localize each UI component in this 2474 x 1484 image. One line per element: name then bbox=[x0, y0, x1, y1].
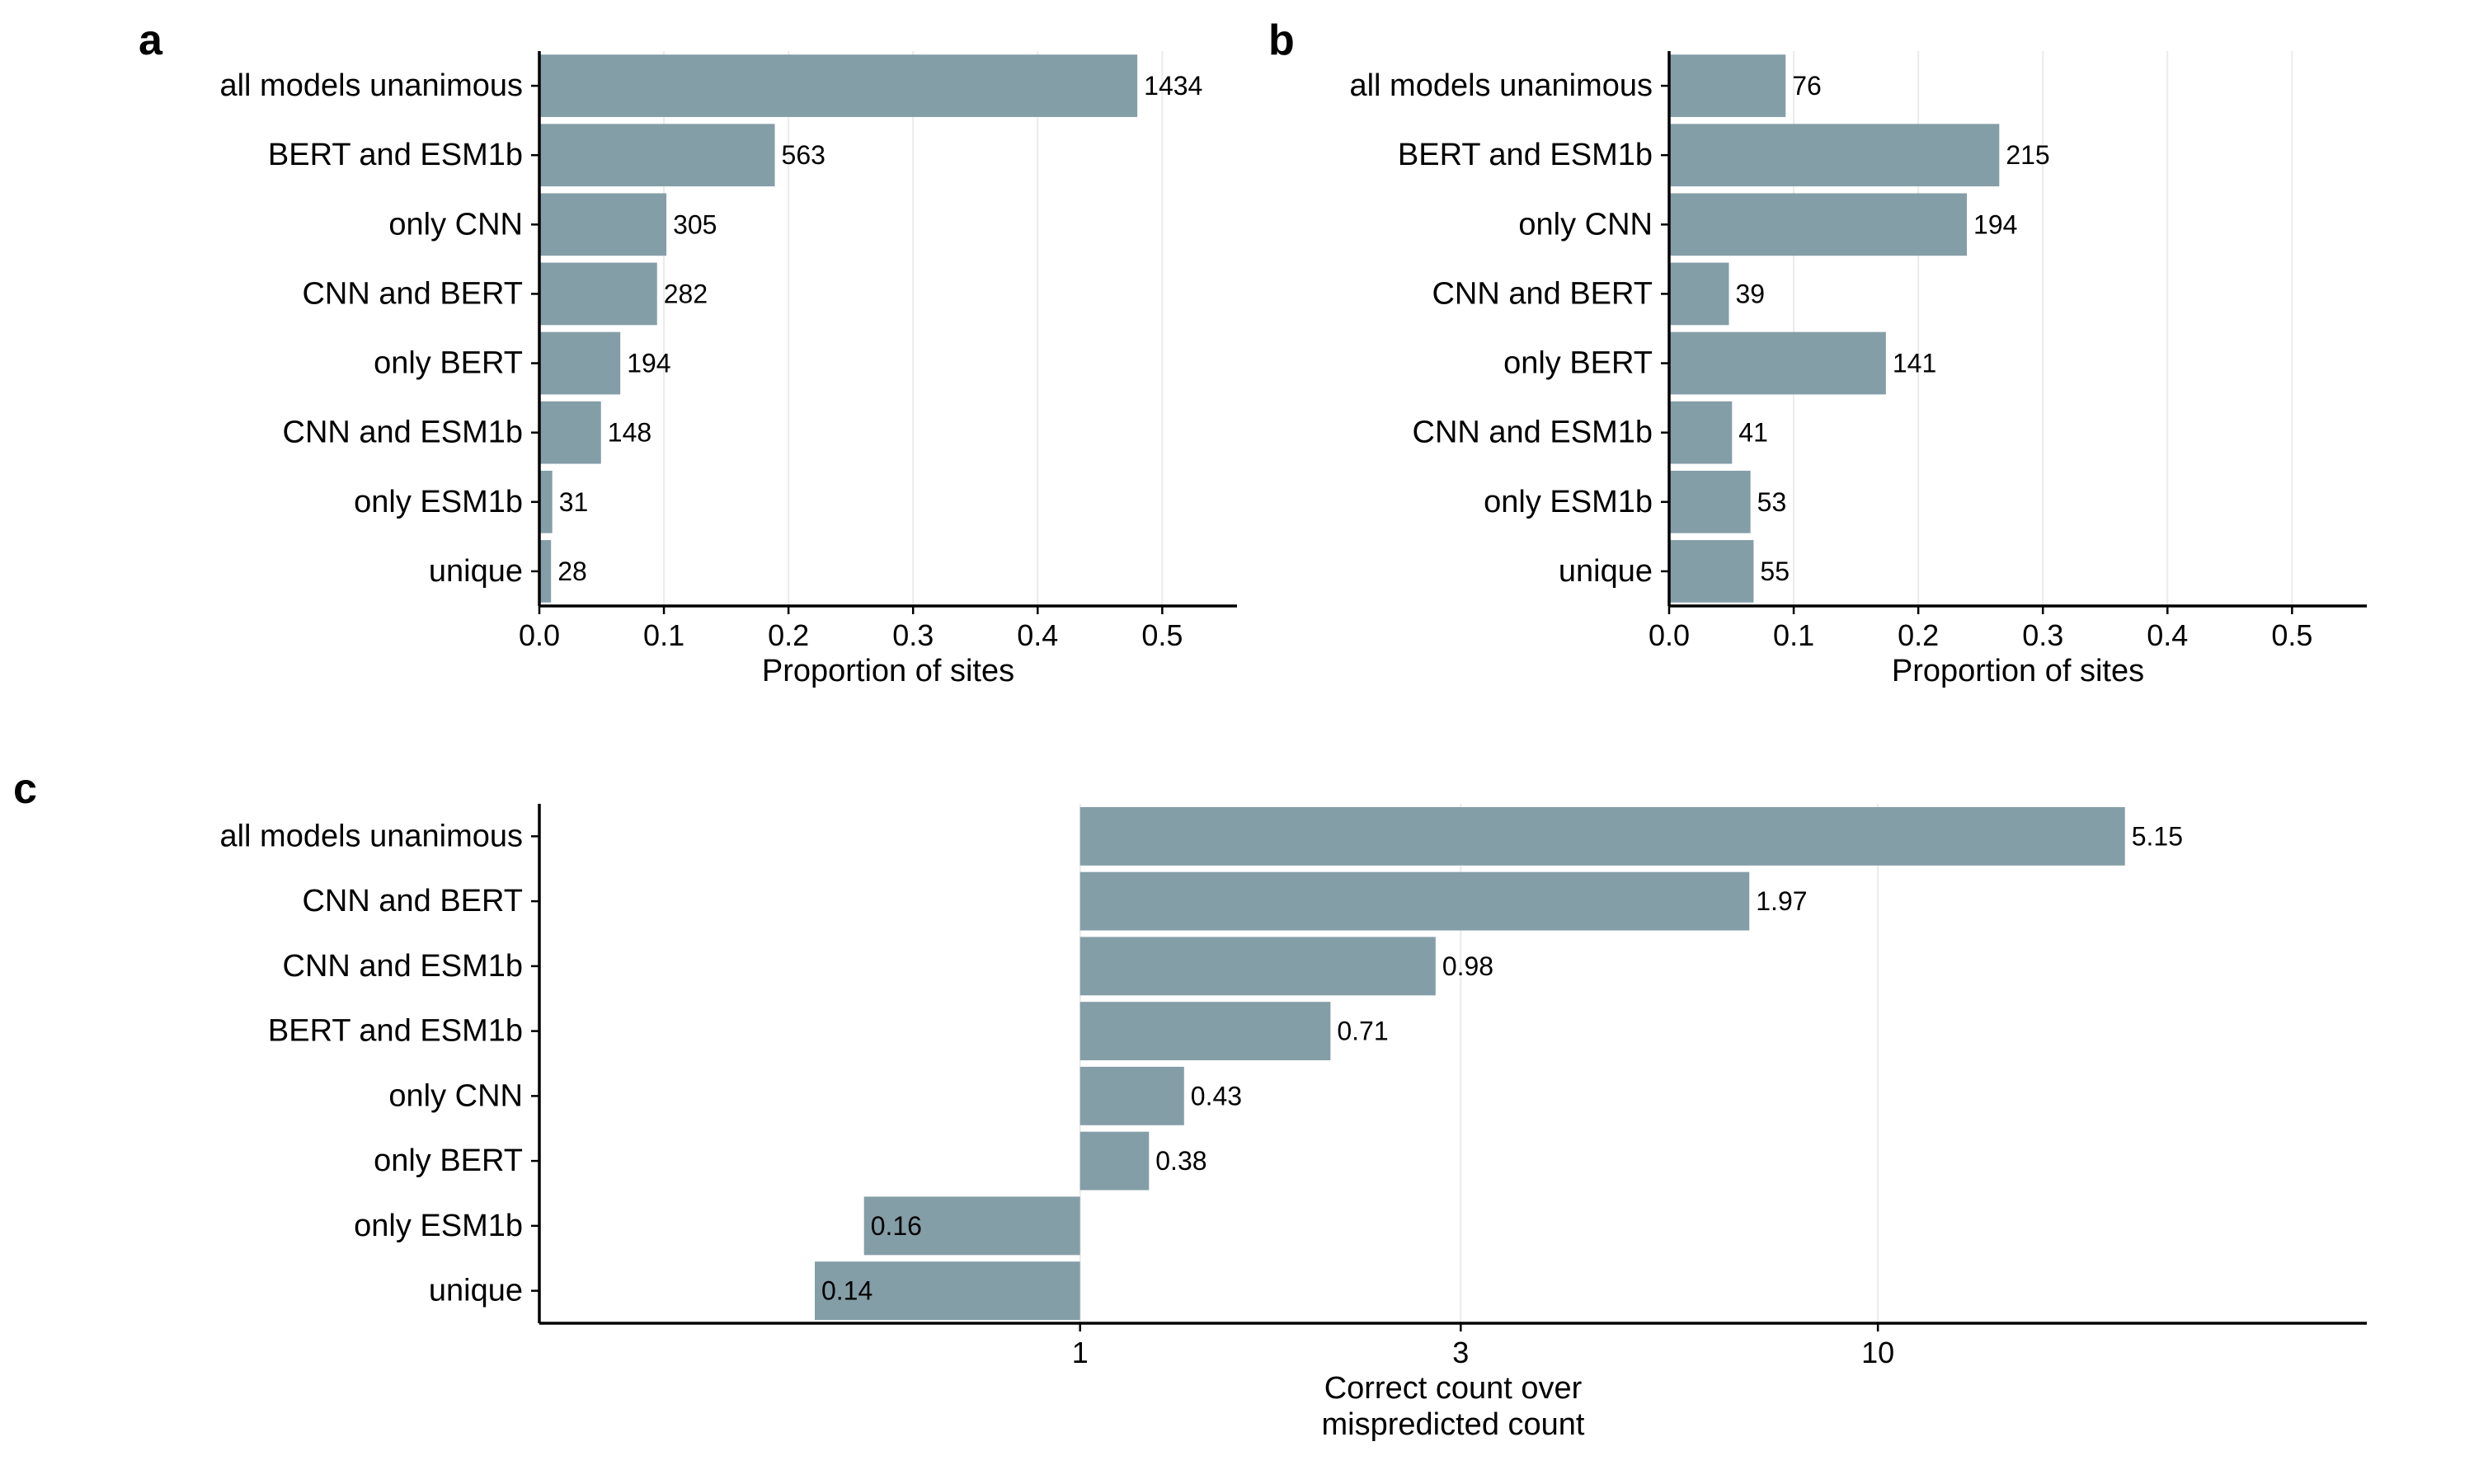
panel-c-x-tick-label-0: 1 bbox=[1072, 1336, 1089, 1369]
panel-a-bar-4 bbox=[539, 331, 621, 395]
panel-a-category-label-1: BERT and ESM1b bbox=[268, 138, 523, 172]
panel-c-x-axis-title-0: Correct count over bbox=[1324, 1371, 1583, 1406]
panel-a-bar-label-0: 1434 bbox=[1144, 71, 1202, 101]
panel-c-category-label-5: only BERT bbox=[374, 1144, 523, 1178]
panel-b-category-label-3: CNN and BERT bbox=[1432, 276, 1653, 311]
panel-letter-c: c bbox=[13, 765, 37, 813]
panel-c-category-label-1: CNN and BERT bbox=[302, 884, 523, 918]
panel-a-x-tick-label-3: 0.3 bbox=[892, 618, 934, 652]
panel-c-bar-label-1: 1.97 bbox=[1756, 886, 1807, 916]
panel-c-category-label-4: only CNN bbox=[388, 1078, 523, 1113]
panel-b-bar-4 bbox=[1669, 331, 1886, 395]
panel-a-bar-label-1: 563 bbox=[782, 140, 825, 170]
panel-b-category-label-1: BERT and ESM1b bbox=[1398, 138, 1653, 172]
panel-c-category-label-3: BERT and ESM1b bbox=[268, 1014, 523, 1049]
panel-c-bar-label-2: 0.98 bbox=[1442, 951, 1493, 981]
panel-c-category-label-7: unique bbox=[429, 1274, 523, 1308]
panel-b-bar-label-1: 215 bbox=[2006, 140, 2049, 170]
panel-b-x-tick-label-4: 0.4 bbox=[2147, 618, 2188, 652]
panel-a-category-label-0: all models unanimous bbox=[219, 68, 523, 103]
panel-a-x-tick-label-2: 0.2 bbox=[768, 618, 809, 652]
panel-a-bar-1 bbox=[539, 124, 775, 187]
panel-a-chart: all models unanimous 1434 BERT and ESM1b 56… bbox=[219, 51, 1237, 688]
panel-a-bar-label-6: 31 bbox=[559, 487, 589, 517]
panel-b-bar-5 bbox=[1669, 401, 1733, 464]
panel-b-category-label-7: unique bbox=[1559, 554, 1653, 589]
panel-a-category-label-5: CNN and ESM1b bbox=[283, 416, 523, 450]
panel-b-x-tick-label-0: 0.0 bbox=[1649, 618, 1690, 652]
panel-c-chart: all models unanimous 5.15 CNN and BERT 1.97… bbox=[219, 804, 2367, 1442]
panel-c-bar-label-5: 0.38 bbox=[1155, 1146, 1206, 1176]
panel-a-category-label-2: only CNN bbox=[388, 207, 523, 242]
panel-b-bar-label-7: 55 bbox=[1760, 556, 1790, 586]
panel-c-bar-1 bbox=[1079, 871, 1750, 931]
panel-c-bar-5 bbox=[1079, 1131, 1150, 1190]
panel-b-bar-label-3: 39 bbox=[1736, 279, 1766, 308]
panel-c-bar-2 bbox=[1079, 937, 1436, 996]
panel-b-bar-label-5: 41 bbox=[1738, 418, 1768, 448]
panel-b-x-tick-label-2: 0.2 bbox=[1898, 618, 1939, 652]
panel-a-bar-label-4: 194 bbox=[627, 349, 670, 378]
panel-c-bar-label-6: 0.16 bbox=[871, 1211, 922, 1241]
panel-a-x-tick-label-0: 0.0 bbox=[519, 618, 560, 652]
panel-c-bar-6 bbox=[863, 1196, 1080, 1256]
panel-c-category-label-0: all models unanimous bbox=[219, 819, 523, 853]
panel-c-category-label-2: CNN and ESM1b bbox=[283, 949, 523, 984]
panel-b-category-label-6: only ESM1b bbox=[1484, 485, 1653, 519]
panel-b-bar-1 bbox=[1669, 124, 2000, 187]
panel-c-bar-label-4: 0.43 bbox=[1191, 1081, 1242, 1111]
panel-b-chart: all models unanimous 76 BERT and ESM1b 215 o… bbox=[1349, 51, 2367, 688]
panel-a-bar-label-2: 305 bbox=[673, 209, 717, 239]
panel-a-bar-5 bbox=[539, 401, 601, 464]
panel-a-category-label-4: only BERT bbox=[374, 346, 523, 381]
panel-b-bar-label-0: 76 bbox=[1792, 71, 1822, 101]
panel-a-category-label-7: unique bbox=[429, 554, 523, 589]
panel-b-category-label-4: only BERT bbox=[1503, 346, 1653, 381]
panel-a-bar-label-5: 148 bbox=[608, 418, 651, 448]
panel-c-x-axis-title-1: mispredicted count bbox=[1322, 1407, 1585, 1442]
panel-a-bar-6 bbox=[539, 470, 553, 533]
panel-c-bar-label-0: 5.15 bbox=[2132, 821, 2183, 851]
panel-a-x-axis-title-0: Proportion of sites bbox=[762, 654, 1014, 688]
panel-c-bar-4 bbox=[1079, 1066, 1184, 1125]
panel-c-category-label-6: only ESM1b bbox=[354, 1209, 523, 1243]
panel-a-bar-2 bbox=[539, 193, 667, 256]
panel-b-bar-label-6: 53 bbox=[1757, 487, 1787, 517]
panel-a-bar-0 bbox=[539, 54, 1138, 117]
panel-b-bar-7 bbox=[1669, 540, 1754, 603]
panel-b-bar-label-4: 141 bbox=[1893, 349, 1936, 378]
panel-b-bar-0 bbox=[1669, 54, 1786, 117]
panel-b-bar-3 bbox=[1669, 262, 1729, 326]
panel-c-bar-label-3: 0.71 bbox=[1337, 1017, 1388, 1046]
panel-b-x-tick-label-3: 0.3 bbox=[2022, 618, 2063, 652]
panel-a-bar-label-3: 282 bbox=[664, 279, 708, 308]
panel-b-category-label-2: only CNN bbox=[1518, 207, 1653, 242]
panel-c-x-tick-label-2: 10 bbox=[1861, 1336, 1894, 1369]
panel-c-bar-0 bbox=[1079, 806, 2125, 866]
panel-c-x-tick-label-1: 3 bbox=[1452, 1336, 1469, 1369]
panel-b-category-label-5: CNN and ESM1b bbox=[1413, 416, 1653, 450]
panel-b-x-tick-label-5: 0.5 bbox=[2271, 618, 2312, 652]
panel-a-bar-7 bbox=[539, 540, 552, 603]
panel-b-bar-label-2: 194 bbox=[1973, 209, 2017, 239]
panel-letter-b: b bbox=[1268, 16, 1295, 64]
panel-c-bar-7 bbox=[814, 1261, 1080, 1321]
panel-a-bar-label-7: 28 bbox=[557, 556, 587, 586]
panel-a-bar-3 bbox=[539, 262, 657, 326]
panel-c-bar-3 bbox=[1079, 1002, 1331, 1061]
panel-c-bar-label-7: 0.14 bbox=[821, 1276, 872, 1306]
panel-b-bar-2 bbox=[1669, 193, 1968, 256]
panel-letter-a: a bbox=[139, 16, 163, 64]
panel-b-category-label-0: all models unanimous bbox=[1349, 68, 1653, 103]
panel-a-category-label-6: only ESM1b bbox=[354, 485, 523, 519]
panel-b-bar-6 bbox=[1669, 470, 1751, 533]
panel-b-x-axis-title-0: Proportion of sites bbox=[1892, 654, 2144, 688]
panel-a-x-tick-label-1: 0.1 bbox=[643, 618, 684, 652]
panel-a-x-tick-label-4: 0.4 bbox=[1017, 618, 1058, 652]
panel-a-x-tick-label-5: 0.5 bbox=[1141, 618, 1183, 652]
panel-a-category-label-3: CNN and BERT bbox=[302, 276, 523, 311]
panel-b-x-tick-label-1: 0.1 bbox=[1773, 618, 1814, 652]
